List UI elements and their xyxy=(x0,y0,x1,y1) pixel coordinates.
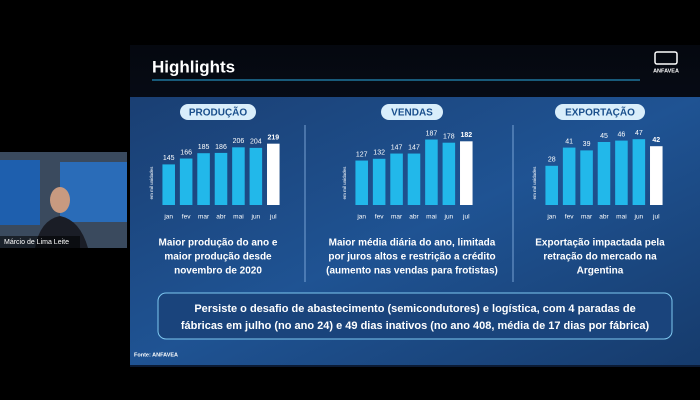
x-tick-label: jul xyxy=(652,214,660,221)
value-label: 47 xyxy=(635,130,643,137)
value-label: 132 xyxy=(373,150,385,157)
y-axis-label: em mil unidades xyxy=(532,166,537,200)
x-tick-label: jan xyxy=(356,214,366,221)
bar xyxy=(162,164,175,205)
value-label: 147 xyxy=(408,144,420,151)
bar xyxy=(267,143,280,205)
caption-line: Maior média diária do ano, limitada xyxy=(329,238,496,249)
caption-line: por juros altos e restrição a crédito xyxy=(328,252,495,263)
chart-title-pill xyxy=(555,104,645,120)
x-tick-label: mai xyxy=(426,214,436,221)
value-label: 41 xyxy=(565,138,573,145)
summary-box xyxy=(157,292,673,340)
x-tick-label: mar xyxy=(581,214,593,221)
value-label: 46 xyxy=(618,131,626,138)
x-tick-label: jun xyxy=(444,214,454,221)
caption-line: Maior produção do ano e xyxy=(159,238,278,249)
bar xyxy=(355,160,368,205)
bar xyxy=(632,139,646,205)
x-tick-label: jun xyxy=(251,214,261,221)
x-tick-label: fev xyxy=(375,214,384,221)
x-tick-label: mai xyxy=(233,214,243,221)
x-tick-label: jun xyxy=(634,214,644,221)
value-label: 204 xyxy=(250,139,262,146)
caption-line: novembro de 2020 xyxy=(174,266,262,277)
value-label: 28 xyxy=(548,157,556,164)
logo-text: ANFAVEA xyxy=(653,68,679,74)
caption-line: (aumento nas vendas para frotistas) xyxy=(326,266,498,277)
bar xyxy=(179,158,193,205)
bar xyxy=(615,140,628,205)
caption-line: Exportação impactada pela xyxy=(535,238,665,249)
x-tick-label: mai xyxy=(616,214,626,221)
x-tick-label: jul xyxy=(462,214,470,221)
bar xyxy=(425,139,438,205)
webcam: Márcio de Lima Leite xyxy=(0,152,127,248)
slide-title: Highlights xyxy=(152,57,235,76)
x-tick-label: abr xyxy=(599,214,609,221)
chart-title-pill xyxy=(381,104,443,120)
bar xyxy=(197,153,210,205)
bar xyxy=(442,142,456,205)
x-tick-label: fev xyxy=(565,214,574,221)
x-tick-label: jul xyxy=(269,214,277,221)
bar xyxy=(460,141,473,205)
bar xyxy=(232,147,245,205)
value-label: 127 xyxy=(356,151,368,158)
bar xyxy=(390,153,403,205)
bar xyxy=(597,142,611,205)
value-label: 166 xyxy=(180,149,192,156)
bar xyxy=(249,147,263,205)
x-tick-label: abr xyxy=(216,214,226,221)
chart-title: EXPORTAÇÃO xyxy=(565,106,635,119)
backdrop xyxy=(60,162,127,222)
value-label: 186 xyxy=(215,144,227,151)
source: Fonte: ANFAVEA xyxy=(134,352,178,358)
value-label: 42 xyxy=(652,137,660,144)
y-axis-label: em mil unidades xyxy=(342,166,347,200)
caption-line: Argentina xyxy=(577,266,624,277)
x-tick-label: jan xyxy=(546,214,556,221)
chart-title-pill xyxy=(180,104,256,120)
bar xyxy=(580,150,593,205)
face xyxy=(50,187,70,213)
name-bar xyxy=(0,236,80,248)
value-label: 147 xyxy=(391,144,403,151)
value-label: 182 xyxy=(460,132,472,139)
participant-name: Márcio de Lima Leite xyxy=(4,239,69,246)
bar xyxy=(214,152,228,205)
summary-line: fábricas em julho (no ano 24) e 49 dias … xyxy=(181,320,650,332)
bar xyxy=(650,146,663,205)
bar xyxy=(545,165,558,205)
bar xyxy=(407,153,421,205)
value-label: 185 xyxy=(198,144,210,151)
x-tick-label: fev xyxy=(182,214,191,221)
x-tick-label: abr xyxy=(409,214,419,221)
x-tick-label: mar xyxy=(391,214,403,221)
chart-title: PRODUÇÃO xyxy=(189,106,248,119)
y-axis-label: em mil unidades xyxy=(149,166,154,200)
caption-line: retração do mercado na xyxy=(543,252,657,263)
caption-line: maior produção desde xyxy=(164,252,272,263)
value-label: 39 xyxy=(583,141,591,148)
bar xyxy=(372,158,386,205)
x-tick-label: mar xyxy=(198,214,210,221)
value-label: 145 xyxy=(163,155,175,162)
value-label: 178 xyxy=(443,134,455,141)
value-label: 45 xyxy=(600,133,608,140)
value-label: 187 xyxy=(426,130,438,137)
x-tick-label: jan xyxy=(163,214,173,221)
logo-icon xyxy=(654,51,678,65)
bar xyxy=(562,147,576,205)
value-label: 206 xyxy=(233,138,245,145)
value-label: 219 xyxy=(267,135,279,142)
backdrop xyxy=(0,160,40,225)
summary-line: Persiste o desafio de abastecimento (sem… xyxy=(194,303,635,315)
chart-title: VENDAS xyxy=(391,108,433,119)
